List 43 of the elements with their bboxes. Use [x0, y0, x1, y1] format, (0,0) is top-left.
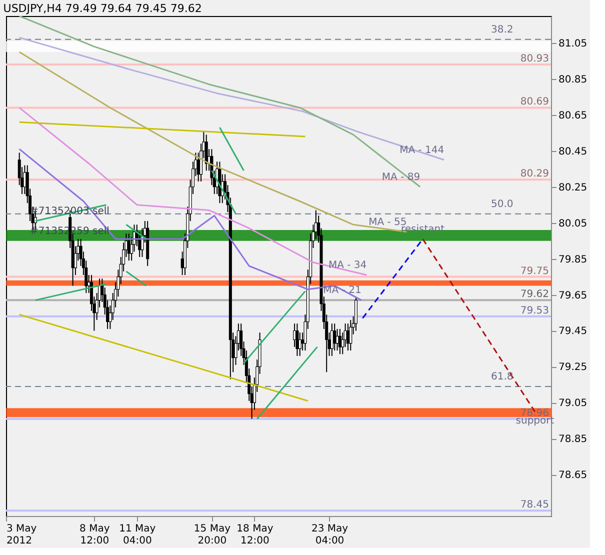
x-tick-label: 11 May 04:00 [119, 524, 156, 546]
x-tick-label: 18 May 12:00 [236, 524, 274, 546]
annotation: MA - 89 [382, 172, 420, 183]
y-tick-label: 79.65 [558, 290, 588, 302]
y-tick-label: 80.85 [558, 74, 588, 86]
line-series [18, 36, 445, 161]
y-tick-label: 79.85 [558, 254, 588, 266]
ref-line-label: 80.29 [520, 168, 549, 180]
candlestick [354, 296, 358, 332]
y-tick-label: 78.65 [558, 470, 588, 482]
candlestick [298, 332, 302, 356]
chart-title: USDJPY,H4 79.49 79.64 79.45 79.62 [3, 2, 202, 15]
y-tick-label: 80.25 [558, 182, 588, 194]
ref-line-label: 80.93 [520, 54, 549, 65]
y-tick-label: 79.05 [558, 398, 588, 410]
annotation: MA - 144 [400, 144, 444, 156]
ref-line-label: 79.62 [520, 289, 549, 300]
ref-line-label: 79.75 [520, 266, 549, 277]
candlestick [338, 328, 342, 355]
annotation: 38.2 [491, 24, 514, 36]
y-tick-label: 80.65 [558, 110, 588, 122]
candlestick [336, 328, 339, 352]
x-tick-label: 23 May 04:00 [311, 524, 348, 546]
annotation: MA - 21 [323, 285, 362, 296]
x-tick-label: 8 May 12:00 [80, 524, 110, 546]
candlestick [23, 164, 26, 195]
ref-line-label: 78.45 [520, 500, 549, 511]
ref-line-label: 79.53 [520, 305, 549, 316]
y-tick-label: 80.45 [558, 146, 588, 158]
line-series [18, 106, 368, 276]
y-tick-label: 81.05 [558, 38, 588, 50]
x-tick-label: 15 May 20:00 [194, 524, 231, 546]
y-tick-label: 79.25 [558, 362, 588, 374]
ref-line-label: 80.69 [520, 96, 549, 108]
x-tick-label: 3 May 2012 [6, 524, 37, 546]
y-tick-label: 80.05 [558, 218, 588, 230]
line-series [18, 16, 421, 188]
candlestick [349, 319, 352, 352]
y-tick-label: 78.85 [558, 434, 588, 446]
y-tick-label: 79.45 [558, 326, 588, 338]
candlestick [296, 323, 299, 356]
annotation: 61.8 [491, 372, 514, 383]
annotation: 50.0 [491, 198, 514, 210]
